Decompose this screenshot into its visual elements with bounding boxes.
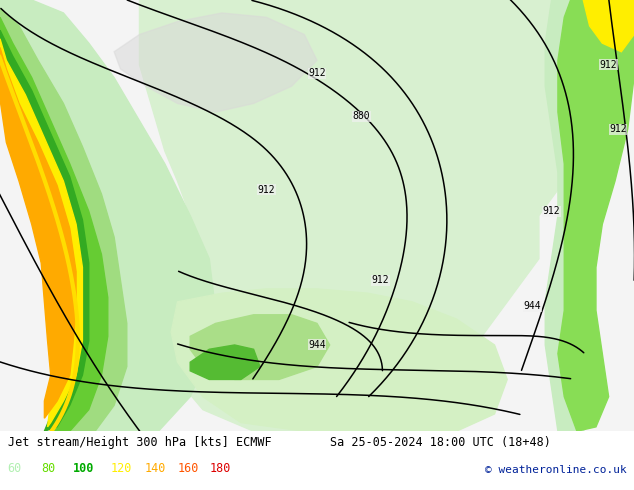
Text: 912: 912 <box>372 275 389 285</box>
Text: 912: 912 <box>609 124 627 134</box>
Text: 100: 100 <box>73 462 94 475</box>
Text: 944: 944 <box>524 301 541 311</box>
Text: 912: 912 <box>600 60 618 70</box>
Text: 912: 912 <box>257 185 275 195</box>
Text: 180: 180 <box>209 462 231 475</box>
Polygon shape <box>0 17 108 431</box>
Text: 160: 160 <box>178 462 199 475</box>
Text: Jet stream/Height 300 hPa [kts] ECMWF: Jet stream/Height 300 hPa [kts] ECMWF <box>8 436 271 449</box>
Polygon shape <box>0 9 127 431</box>
Polygon shape <box>0 39 82 427</box>
Polygon shape <box>171 289 507 431</box>
Polygon shape <box>545 0 634 431</box>
Text: 912: 912 <box>543 206 560 216</box>
Text: 80: 80 <box>41 462 55 475</box>
Text: Sa 25-05-2024 18:00 UTC (18+48): Sa 25-05-2024 18:00 UTC (18+48) <box>330 436 550 449</box>
Polygon shape <box>190 345 260 379</box>
Text: 880: 880 <box>353 111 370 122</box>
Text: 140: 140 <box>145 462 166 475</box>
Polygon shape <box>0 0 216 431</box>
Text: 60: 60 <box>8 462 22 475</box>
Polygon shape <box>190 315 330 379</box>
Text: © weatheronline.co.uk: © weatheronline.co.uk <box>484 466 626 475</box>
Polygon shape <box>583 0 634 52</box>
Polygon shape <box>0 30 89 431</box>
Polygon shape <box>0 48 76 418</box>
Polygon shape <box>114 13 317 112</box>
Text: 944: 944 <box>308 340 326 350</box>
Text: 912: 912 <box>308 68 326 78</box>
Polygon shape <box>558 0 634 431</box>
Text: 120: 120 <box>111 462 133 475</box>
Polygon shape <box>139 0 634 431</box>
